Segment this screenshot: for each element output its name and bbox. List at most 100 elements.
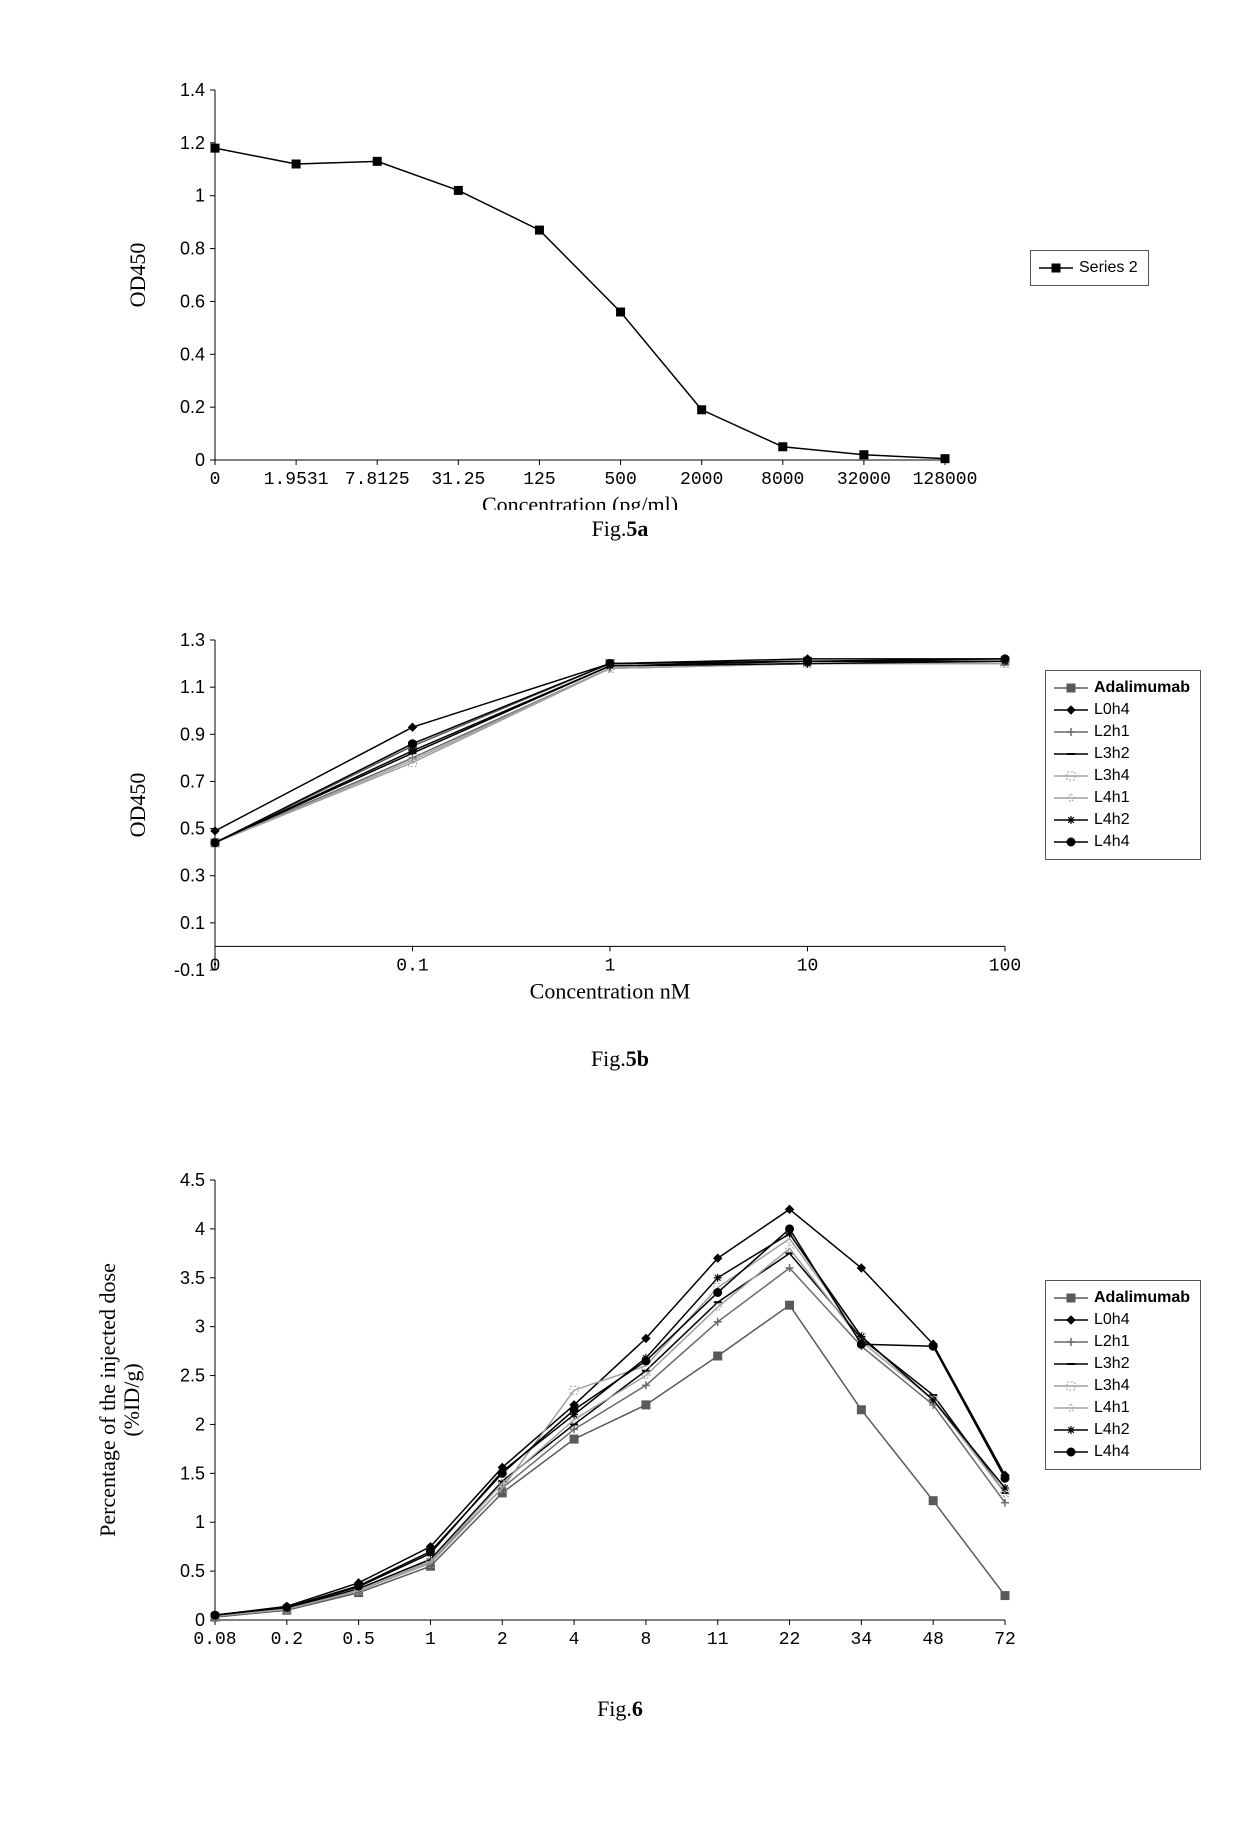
caption-6-prefix: Fig. <box>597 1696 632 1721</box>
legend-row: L2h1 <box>1054 721 1190 743</box>
svg-text:2.5: 2.5 <box>180 1366 205 1386</box>
caption-6-bold: 6 <box>632 1696 643 1721</box>
caption-5a: Fig.5a <box>40 516 1200 542</box>
figure-5b: -0.10.10.30.50.70.91.11.300.1110100Conce… <box>40 620 1200 1090</box>
svg-text:Concentration nM: Concentration nM <box>530 978 691 1003</box>
legend-5a: Series 2 <box>1030 250 1149 286</box>
svg-text:100: 100 <box>989 956 1021 976</box>
legend-label: L0h4 <box>1094 701 1130 719</box>
legend-row: Series 2 <box>1039 257 1138 279</box>
legend-label: L4h1 <box>1094 1399 1130 1417</box>
legend-label: Adalimumab <box>1094 679 1190 697</box>
svg-text:0.5: 0.5 <box>342 1630 374 1650</box>
svg-text:4: 4 <box>569 1630 580 1650</box>
svg-text:1.3: 1.3 <box>180 630 205 650</box>
chart-5b-svg: -0.10.10.30.50.70.91.11.300.1110100Conce… <box>40 620 1200 1040</box>
legend-label: L3h2 <box>1094 745 1130 763</box>
svg-text:OD450: OD450 <box>125 773 150 838</box>
svg-text:0.2: 0.2 <box>180 397 205 417</box>
figure-6: 00.511.522.533.544.50.080.20.51248112234… <box>40 1160 1200 1760</box>
legend-label: L3h4 <box>1094 767 1130 785</box>
svg-text:0.4: 0.4 <box>180 344 205 364</box>
caption-5b: Fig.5b <box>40 1046 1200 1072</box>
svg-text:4.5: 4.5 <box>180 1170 205 1190</box>
svg-text:4: 4 <box>195 1219 205 1239</box>
svg-text:11: 11 <box>707 1630 729 1650</box>
caption-6: Fig.6 <box>40 1696 1200 1722</box>
svg-text:8000: 8000 <box>761 470 804 490</box>
legend-label: Series 2 <box>1079 259 1138 277</box>
caption-5a-prefix: Fig. <box>592 516 627 541</box>
legend-label: L3h2 <box>1094 1355 1130 1373</box>
legend-row: L4h4 <box>1054 831 1190 853</box>
svg-text:0.1: 0.1 <box>180 913 205 933</box>
legend-row: L4h1 <box>1054 787 1190 809</box>
svg-text:0.1: 0.1 <box>396 956 428 976</box>
svg-text:0.5: 0.5 <box>180 1561 205 1581</box>
legend-row: L4h4 <box>1054 1441 1190 1463</box>
legend-row: L0h4 <box>1054 699 1190 721</box>
legend-label: L0h4 <box>1094 1311 1130 1329</box>
svg-text:0.5: 0.5 <box>180 819 205 839</box>
svg-text:31.25: 31.25 <box>431 470 485 490</box>
svg-text:0: 0 <box>210 470 221 490</box>
svg-text:1.4: 1.4 <box>180 80 205 100</box>
legend-row: L4h2 <box>1054 1419 1190 1441</box>
legend-row: L3h4 <box>1054 1375 1190 1397</box>
svg-text:0.08: 0.08 <box>193 1630 236 1650</box>
legend-label: L4h4 <box>1094 833 1130 851</box>
legend-row: L0h4 <box>1054 1309 1190 1331</box>
svg-text:2: 2 <box>497 1630 508 1650</box>
legend-row: L4h1 <box>1054 1397 1190 1419</box>
legend: AdalimumabL0h4L2h1L3h2L3h4L4h1L4h2L4h4 <box>1045 670 1201 860</box>
svg-text:0.6: 0.6 <box>180 291 205 311</box>
legend-row: L3h2 <box>1054 1353 1190 1375</box>
svg-text:Percentage of the injected dos: Percentage of the injected dose <box>95 1263 120 1537</box>
legend-label: L4h2 <box>1094 1421 1130 1439</box>
svg-text:1.2: 1.2 <box>180 133 205 153</box>
legend-label: L4h1 <box>1094 789 1130 807</box>
legend-label: L2h1 <box>1094 723 1130 741</box>
legend-row: L3h4 <box>1054 765 1190 787</box>
figure-5a: 0 0.2 0.4 0.6 0.8 1 1.2 1.4 0 1.9531 7.8125 31.25 12… <box>40 40 1200 560</box>
svg-text:2: 2 <box>195 1414 205 1434</box>
svg-text:1.9531: 1.9531 <box>264 470 329 490</box>
svg-text:32000: 32000 <box>837 470 891 490</box>
caption-5b-prefix: Fig. <box>591 1046 626 1071</box>
svg-text:1: 1 <box>195 1512 205 1532</box>
svg-text:Concentration (pg/ml): Concentration (pg/ml) <box>482 492 678 510</box>
legend-row: L2h1 <box>1054 1331 1190 1353</box>
chart-5a-svg: 0 0.2 0.4 0.6 0.8 1 1.2 1.4 0 1.9531 7.8125 31.25 12… <box>40 40 1200 510</box>
caption-5a-bold: 5a <box>626 516 648 541</box>
svg-text:2000: 2000 <box>680 470 723 490</box>
svg-text:72: 72 <box>994 1630 1016 1650</box>
legend-row: Adalimumab <box>1054 677 1190 699</box>
svg-text:34: 34 <box>851 1630 873 1650</box>
svg-text:-0.1: -0.1 <box>174 960 205 980</box>
svg-text:0.9: 0.9 <box>180 724 205 744</box>
legend-label: L4h4 <box>1094 1443 1130 1461</box>
svg-text:1.5: 1.5 <box>180 1463 205 1483</box>
svg-text:500: 500 <box>604 470 636 490</box>
legend: AdalimumabL0h4L2h1L3h2L3h4L4h1L4h2L4h4 <box>1045 1280 1201 1470</box>
svg-text:0: 0 <box>195 450 205 470</box>
chart-6-svg: 00.511.522.533.544.50.080.20.51248112234… <box>40 1160 1200 1690</box>
svg-text:10: 10 <box>797 956 819 976</box>
svg-text:0.2: 0.2 <box>271 1630 303 1650</box>
svg-text:7.8125: 7.8125 <box>345 470 410 490</box>
svg-text:22: 22 <box>779 1630 801 1650</box>
svg-text:1: 1 <box>195 186 205 206</box>
svg-text:0.8: 0.8 <box>180 239 205 259</box>
caption-5b-bold: 5b <box>626 1046 649 1071</box>
svg-text:0.7: 0.7 <box>180 771 205 791</box>
svg-text:8: 8 <box>641 1630 652 1650</box>
svg-text:125: 125 <box>523 470 555 490</box>
svg-text:1.1: 1.1 <box>180 677 205 697</box>
svg-text:1: 1 <box>425 1630 436 1650</box>
legend-label: L3h4 <box>1094 1377 1130 1395</box>
legend-row: L3h2 <box>1054 743 1190 765</box>
svg-text:3: 3 <box>195 1317 205 1337</box>
svg-text:0.3: 0.3 <box>180 866 205 886</box>
svg-text:3.5: 3.5 <box>180 1268 205 1288</box>
svg-text:OD450: OD450 <box>125 243 150 308</box>
